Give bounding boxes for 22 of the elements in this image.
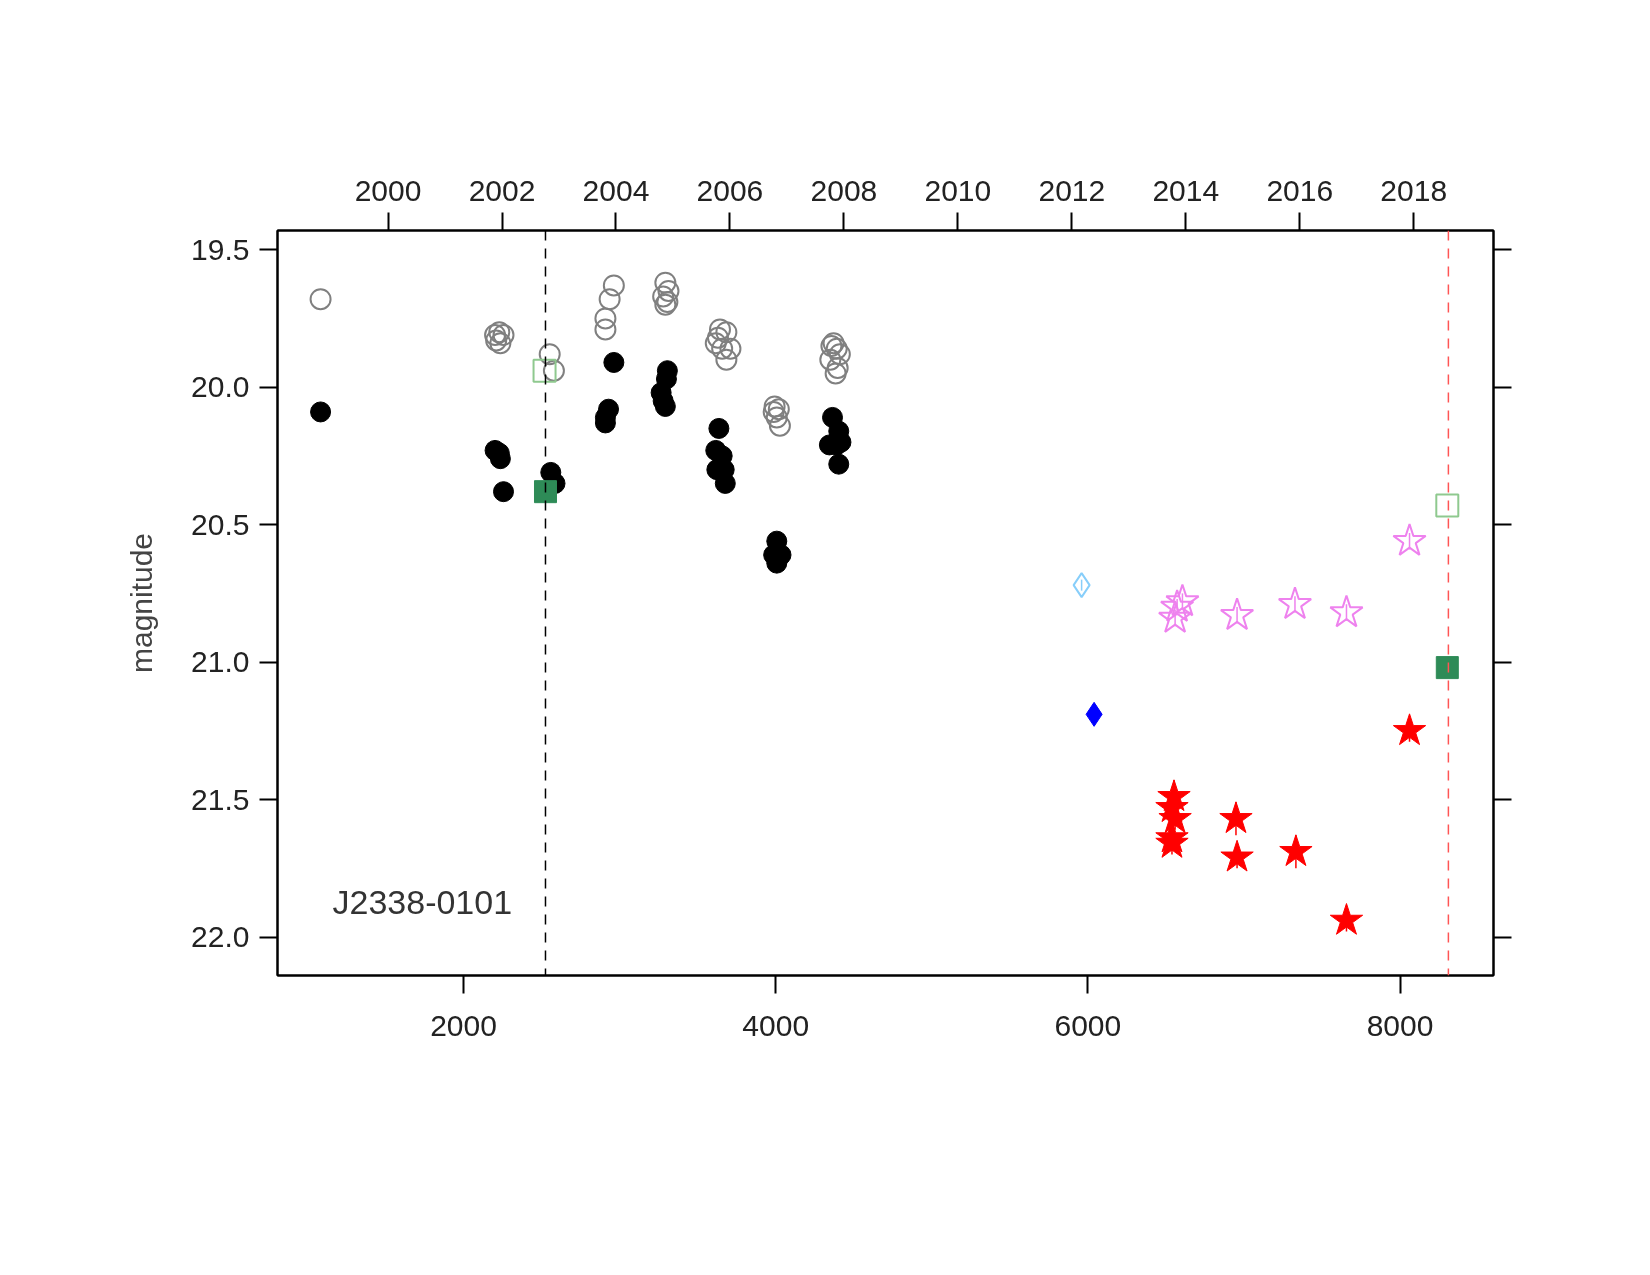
x2-tick-label: 2014 bbox=[1152, 173, 1220, 207]
x2-tick-label: 2004 bbox=[582, 173, 650, 207]
x-tick-label: 4000 bbox=[742, 1008, 810, 1042]
y-tick-label: 22.0 bbox=[191, 920, 250, 954]
y-tick-label: 20.0 bbox=[191, 370, 250, 404]
x2-tick-label: 2006 bbox=[696, 173, 764, 207]
y-axis-title: magnitude bbox=[125, 532, 159, 674]
x2-tick-label: 2002 bbox=[468, 173, 536, 207]
x2-tick-label: 2010 bbox=[924, 173, 992, 207]
annotation: J2338-0101 bbox=[332, 882, 513, 921]
y-tick-label: 20.5 bbox=[191, 507, 250, 541]
x2-tick-label: 2000 bbox=[354, 173, 422, 207]
y-tick-label: 21.5 bbox=[191, 782, 250, 816]
x-tick-label: 2000 bbox=[430, 1008, 497, 1042]
y-tick-label: 21.0 bbox=[191, 645, 250, 679]
x-tick-label: 8000 bbox=[1366, 1008, 1434, 1042]
x2-tick-label: 2008 bbox=[810, 173, 878, 207]
x2-tick-label: 2016 bbox=[1266, 173, 1334, 207]
x2-tick-label: 2018 bbox=[1380, 173, 1448, 207]
x-tick-label: 6000 bbox=[1054, 1008, 1122, 1042]
y-tick-label: 19.5 bbox=[191, 232, 250, 266]
x2-tick-label: 2012 bbox=[1038, 173, 1106, 207]
